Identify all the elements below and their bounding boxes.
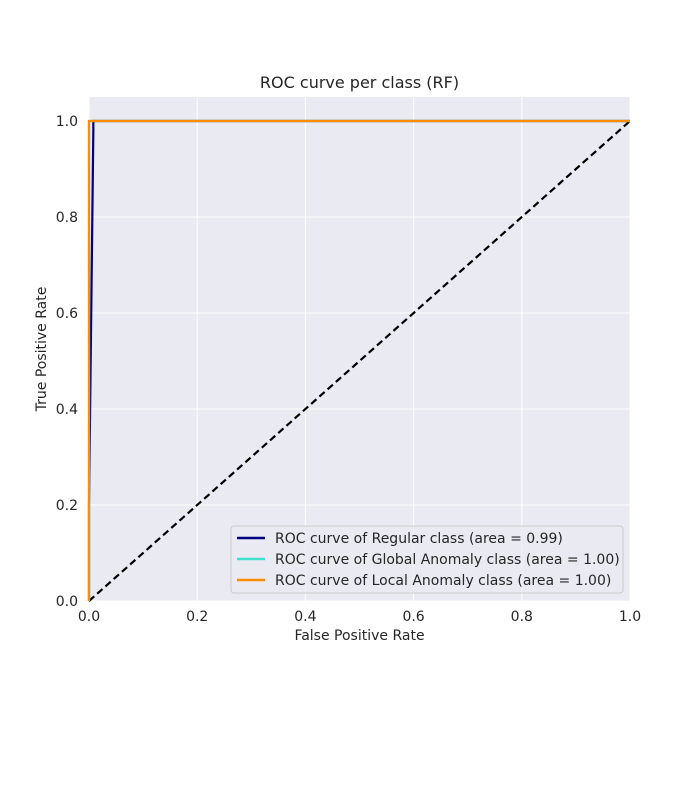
y-axis-label: True Positive Rate <box>34 287 50 413</box>
y-tick-label: 1.0 <box>56 114 78 130</box>
x-tick-label: 0.4 <box>294 609 316 625</box>
x-tick-label: 0.2 <box>186 609 208 625</box>
plot-background <box>89 97 630 601</box>
y-tick-label: 0.4 <box>56 402 78 418</box>
series-lines <box>87 119 631 602</box>
x-tick-label: 0.8 <box>511 609 533 625</box>
legend-entry: ROC curve of Global Anomaly class (area … <box>275 552 620 568</box>
x-tick-label: 0.0 <box>78 609 100 625</box>
x-tick-label: 1.0 <box>619 609 641 625</box>
x-tick-labels: 0.0 0.2 0.4 0.6 0.8 1.0 <box>78 609 641 625</box>
legend-box <box>230 525 624 594</box>
y-tick-label: 0.2 <box>56 498 78 514</box>
y-tick-label: 0.0 <box>56 594 78 610</box>
series-line-2 <box>87 119 630 601</box>
x-axis-label: False Positive Rate <box>294 628 424 644</box>
y-tick-label: 0.6 <box>56 306 78 322</box>
y-tick-labels: 0.0 0.2 0.4 0.6 0.8 1.0 <box>56 114 78 610</box>
legend-entry: ROC curve of Regular class (area = 0.99) <box>275 531 563 547</box>
x-tick-label: 0.6 <box>402 609 424 625</box>
y-tick-label: 0.8 <box>56 210 78 226</box>
legend-entry: ROC curve of Local Anomaly class (area =… <box>275 573 611 589</box>
chart-title: ROC curve per class (RF) <box>260 73 459 92</box>
legend: ROC curve of Regular class (area = 0.99)… <box>230 525 624 594</box>
